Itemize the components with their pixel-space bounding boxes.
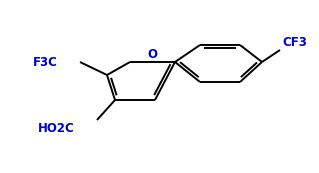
Text: F3C: F3C <box>33 57 58 70</box>
Text: CF3: CF3 <box>282 37 307 49</box>
Text: O: O <box>147 48 157 61</box>
Text: HO2C: HO2C <box>38 121 75 134</box>
